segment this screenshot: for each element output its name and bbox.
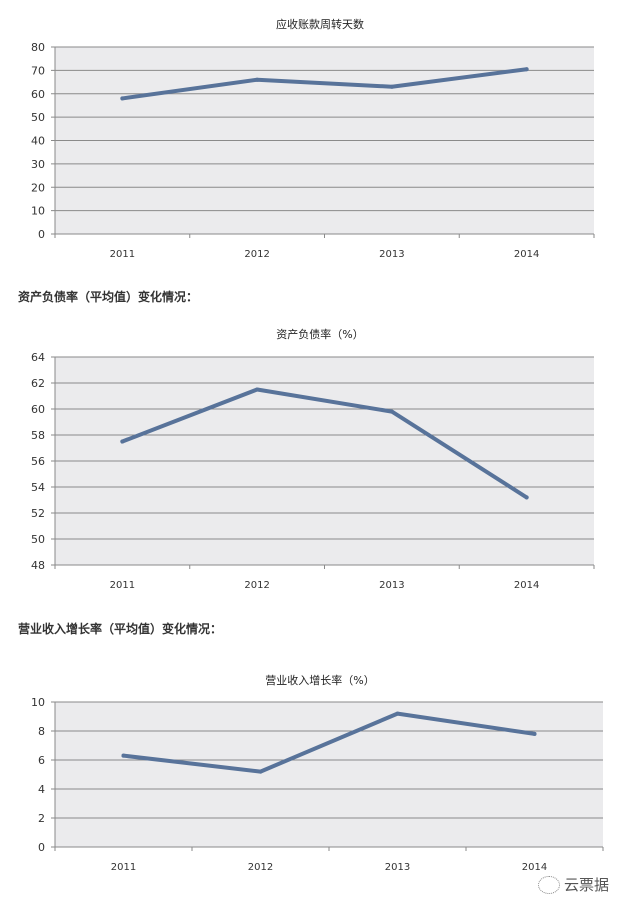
x-tick-label: 2011 — [110, 249, 135, 260]
y-tick-label: 64 — [31, 351, 45, 364]
y-tick-label: 40 — [31, 135, 45, 148]
data-point — [524, 67, 529, 72]
x-tick-label: 2012 — [244, 249, 269, 260]
y-tick-label: 58 — [31, 429, 45, 442]
x-tick-label: 2012 — [244, 580, 269, 591]
data-point — [395, 711, 400, 716]
x-tick-label: 2014 — [514, 249, 539, 260]
data-point — [255, 387, 260, 392]
x-tick-label: 2014 — [514, 580, 539, 591]
y-tick-label: 30 — [31, 158, 45, 171]
chart-title: 应收账款周转天数 — [276, 17, 364, 31]
y-tick-label: 0 — [38, 228, 45, 241]
x-tick-label: 2011 — [111, 862, 136, 873]
chart-title: 资产负债率（%） — [276, 327, 363, 341]
data-point — [120, 96, 125, 101]
series-line — [120, 387, 529, 500]
data-point — [255, 77, 260, 82]
x-tick-label: 2014 — [522, 862, 547, 873]
section-heading-revenue-growth: 营业收入增长率（平均值）变化情况： — [18, 622, 223, 636]
y-tick-label: 8 — [38, 725, 45, 738]
data-point — [120, 439, 125, 444]
series-line — [120, 67, 529, 101]
wechat-icon — [538, 875, 560, 894]
y-tick-label: 50 — [31, 533, 45, 546]
x-tick-label: 2013 — [379, 249, 404, 260]
y-tick-label: 60 — [31, 88, 45, 101]
y-tick-label: 62 — [31, 377, 45, 390]
section-heading-debt-ratio: 资产负债率（平均值）变化情况： — [18, 290, 199, 304]
y-tick-label: 56 — [31, 455, 45, 468]
chart-revenue-growth: 营业收入增长率（%） 0 2 4 6 8 10 2011 2012 2013 2014 — [31, 673, 604, 873]
data-point — [532, 731, 537, 736]
x-tick-label: 2012 — [248, 862, 273, 873]
data-point — [524, 495, 529, 500]
y-tick-label: 4 — [38, 783, 45, 796]
y-tick-label: 54 — [31, 481, 45, 494]
y-tick-label: 70 — [31, 64, 45, 77]
y-tick-label: 50 — [31, 111, 45, 124]
y-tick-label: 20 — [31, 181, 45, 194]
chart-debt-ratio: 资产负债率（%） 48 50 52 54 56 58 60 62 64 2011 2012 2013 20… — [31, 327, 595, 591]
y-tick-label: 2 — [38, 812, 45, 825]
x-tick-label: 2011 — [110, 580, 135, 591]
data-point — [389, 84, 394, 89]
data-point — [121, 753, 126, 758]
y-tick-label: 80 — [31, 41, 45, 54]
y-tick-label: 60 — [31, 403, 45, 416]
y-tick-label: 10 — [31, 205, 45, 218]
y-tick-label: 48 — [31, 559, 45, 572]
series-line — [121, 711, 537, 774]
y-tick-label: 0 — [38, 841, 45, 854]
x-tick-label: 2013 — [379, 580, 404, 591]
chart-receivable-days: 应收账款周转天数 0 10 20 30 40 50 60 70 80 2011 2012 2013 201… — [31, 17, 595, 260]
chart-title: 营业收入增长率（%） — [265, 673, 374, 687]
y-tick-label: 6 — [38, 754, 45, 767]
y-tick-label: 10 — [31, 696, 45, 709]
x-tick-label: 2013 — [385, 862, 410, 873]
plot-area — [55, 702, 603, 847]
data-point — [258, 769, 263, 774]
y-tick-label: 52 — [31, 507, 45, 520]
watermark-text: 云票据 — [564, 876, 610, 894]
watermark: 云票据 — [538, 874, 609, 895]
data-point — [389, 409, 394, 414]
